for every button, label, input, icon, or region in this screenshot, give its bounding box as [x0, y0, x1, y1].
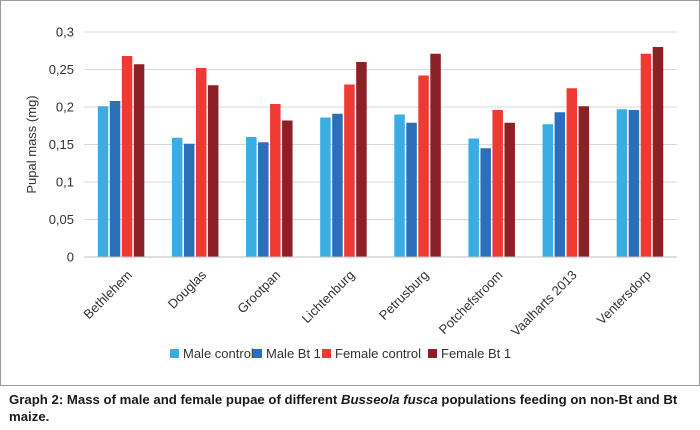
bar-1	[332, 113, 343, 257]
bar-0	[394, 114, 405, 257]
legend-label: Female control	[335, 346, 421, 361]
bar-0	[320, 117, 331, 257]
x-tick-label: Bethlehem	[80, 267, 135, 322]
bar-1	[554, 112, 566, 257]
legend-label: Male control	[183, 346, 254, 361]
bar-3	[504, 122, 515, 257]
bar-2	[195, 68, 207, 257]
bar-1	[109, 101, 121, 257]
y-tick-label: 0,3	[56, 25, 74, 40]
x-tick-label: Grootpan	[234, 267, 283, 316]
bar-2	[566, 88, 578, 257]
bar-0	[468, 138, 479, 257]
x-tick-label: Lichtenburg	[299, 267, 358, 326]
bar-0	[542, 124, 554, 257]
bar-0	[97, 106, 109, 257]
legend-swatch	[428, 349, 437, 358]
caption-text-start: Graph 2: Mass of male and female pupae o…	[9, 392, 341, 407]
bar-2	[640, 53, 652, 257]
y-tick-label: 0	[67, 250, 74, 265]
bar-3	[356, 62, 367, 257]
bar-2	[418, 75, 429, 257]
legend-label: Male Bt 1	[266, 346, 321, 361]
x-tick-label: Vaalharts 2013	[508, 267, 580, 339]
x-tick-label: Petrusburg	[376, 267, 432, 323]
caption-species-name: Busseola fusca	[340, 392, 438, 407]
bar-1	[406, 122, 417, 257]
bar-1	[628, 110, 640, 257]
legend-swatch	[322, 349, 331, 358]
bar-3	[133, 64, 145, 257]
bar-0	[171, 137, 183, 257]
bar-2	[121, 56, 133, 257]
y-tick-label: 0,1	[56, 175, 74, 190]
y-tick-label: 0,05	[49, 212, 74, 227]
bar-1	[258, 142, 269, 257]
bar-1	[480, 148, 491, 257]
y-tick-label: 0,15	[49, 137, 74, 152]
bar-0	[246, 137, 257, 257]
figure-caption: Graph 2: Mass of male and female pupae o…	[9, 391, 689, 425]
x-tick-label: Douglas	[165, 267, 210, 312]
bar-2	[492, 110, 503, 257]
y-tick-label: 0,2	[56, 100, 74, 115]
bar-3	[430, 53, 441, 257]
x-tick-label: Potchefstroom	[436, 267, 506, 337]
legend-swatch	[253, 349, 262, 358]
y-tick-label: 0,25	[49, 62, 74, 77]
bar-0	[616, 109, 628, 257]
bar-1	[183, 143, 195, 257]
bar-3	[282, 120, 293, 257]
bar-chart: 0 0,05 0,1 0,15 0,2 0,25 0,3 Pupal mass (mg) Bet…	[24, 25, 677, 361]
bar-2	[344, 84, 355, 257]
x-tick-label: Ventersdorp	[594, 267, 654, 327]
bar-3	[578, 106, 590, 257]
bar-3	[207, 85, 219, 257]
bar-2	[270, 104, 281, 257]
caption-text-end: populations feeding on non-Bt and Bt mai…	[9, 392, 678, 424]
bar-3	[652, 47, 664, 257]
y-axis-label: Pupal mass (mg)	[24, 95, 39, 193]
legend-label: Female Bt 1	[441, 346, 511, 361]
legend-swatch	[170, 349, 179, 358]
